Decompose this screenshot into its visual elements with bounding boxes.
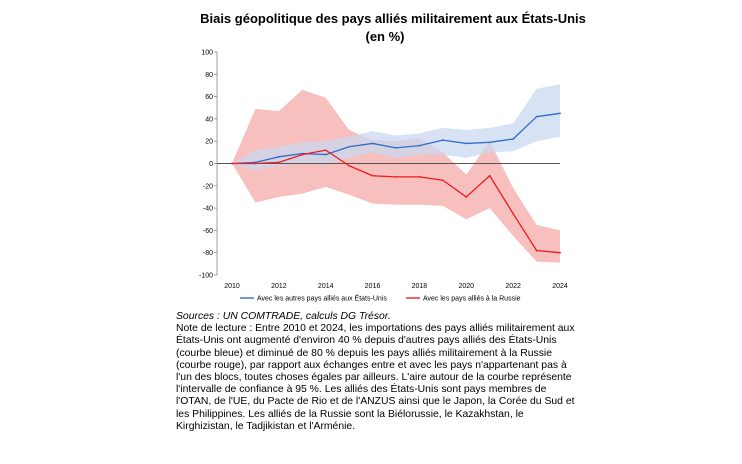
chart-title: Biais géopolitique des pays alliés milit… bbox=[200, 11, 586, 26]
legend-label-blue: Avec les autres pays alliés aux États-Un… bbox=[257, 294, 387, 303]
data-point-red bbox=[441, 179, 444, 182]
x-tick-label: 2018 bbox=[412, 283, 428, 290]
data-point-blue bbox=[371, 142, 374, 145]
data-point-red bbox=[465, 196, 468, 198]
data-point-blue bbox=[277, 155, 280, 158]
data-point-blue bbox=[559, 112, 561, 115]
data-point-red bbox=[254, 162, 257, 165]
sources-text: Sources : UN COMTRADE, calculs DG Trésor… bbox=[176, 311, 391, 322]
y-tick-label: 40 bbox=[205, 116, 213, 123]
y-tick-label: 100 bbox=[201, 50, 213, 57]
y-tick-label: -40 bbox=[203, 206, 213, 213]
y-tick-label: -20 bbox=[203, 183, 213, 190]
notes-block: Sources : UN COMTRADE, calculs DG Trésor… bbox=[176, 311, 576, 433]
data-point-red bbox=[418, 175, 421, 178]
y-tick-label: -100 bbox=[199, 273, 213, 280]
chart: Biais géopolitique des pays alliés milit… bbox=[199, 11, 586, 303]
x-tick-label: 2022 bbox=[505, 283, 521, 290]
data-point-blue bbox=[465, 142, 468, 145]
y-tick-label: 60 bbox=[205, 94, 213, 101]
x-tick-label: 2012 bbox=[271, 283, 287, 290]
confidence-band-blue bbox=[232, 84, 560, 171]
data-point-red bbox=[277, 161, 280, 164]
series-lines bbox=[231, 112, 561, 254]
legend-label-red: Avec les pays alliés à la Russie bbox=[423, 296, 521, 303]
y-tick-label: 80 bbox=[205, 72, 213, 79]
data-point-blue bbox=[348, 145, 351, 148]
data-point-red bbox=[512, 212, 515, 215]
y-tick-label: 20 bbox=[205, 139, 213, 146]
y-tick-label: -80 bbox=[203, 250, 213, 257]
reading-note: Note de lecture : Entre 2010 et 2024, le… bbox=[176, 323, 575, 432]
axes: 100 80 60 40 20 0 -20 -40 -60 -80 -100 2010 2012 2014… bbox=[199, 50, 568, 291]
y-tick-label: -60 bbox=[203, 228, 213, 235]
confidence-bands bbox=[232, 84, 560, 263]
data-point-blue bbox=[488, 141, 491, 144]
data-point-red bbox=[348, 164, 351, 167]
data-point-blue bbox=[535, 115, 538, 118]
data-point-red bbox=[231, 162, 233, 165]
chart-subtitle: (en %) bbox=[366, 29, 405, 44]
data-point-red bbox=[559, 251, 561, 254]
x-tick-label: 2010 bbox=[224, 283, 240, 290]
x-tick-label: 2020 bbox=[458, 283, 474, 290]
y-tick-label: 0 bbox=[209, 161, 213, 168]
data-point-red bbox=[301, 153, 304, 156]
data-point-blue bbox=[418, 144, 421, 147]
data-point-red bbox=[324, 149, 327, 152]
data-point-red bbox=[488, 174, 491, 177]
x-tick-label: 2024 bbox=[552, 283, 568, 290]
data-point-blue bbox=[324, 153, 327, 156]
data-point-blue bbox=[512, 138, 515, 140]
x-tick-label: 2014 bbox=[318, 283, 334, 290]
data-point-blue bbox=[395, 146, 397, 149]
data-point-red bbox=[371, 174, 374, 177]
data-point-blue bbox=[441, 139, 444, 141]
legend: Avec les autres pays alliés aux États-Un… bbox=[240, 294, 521, 303]
data-point-red bbox=[395, 175, 397, 178]
x-tick-label: 2016 bbox=[365, 283, 381, 290]
data-point-red bbox=[535, 249, 538, 252]
